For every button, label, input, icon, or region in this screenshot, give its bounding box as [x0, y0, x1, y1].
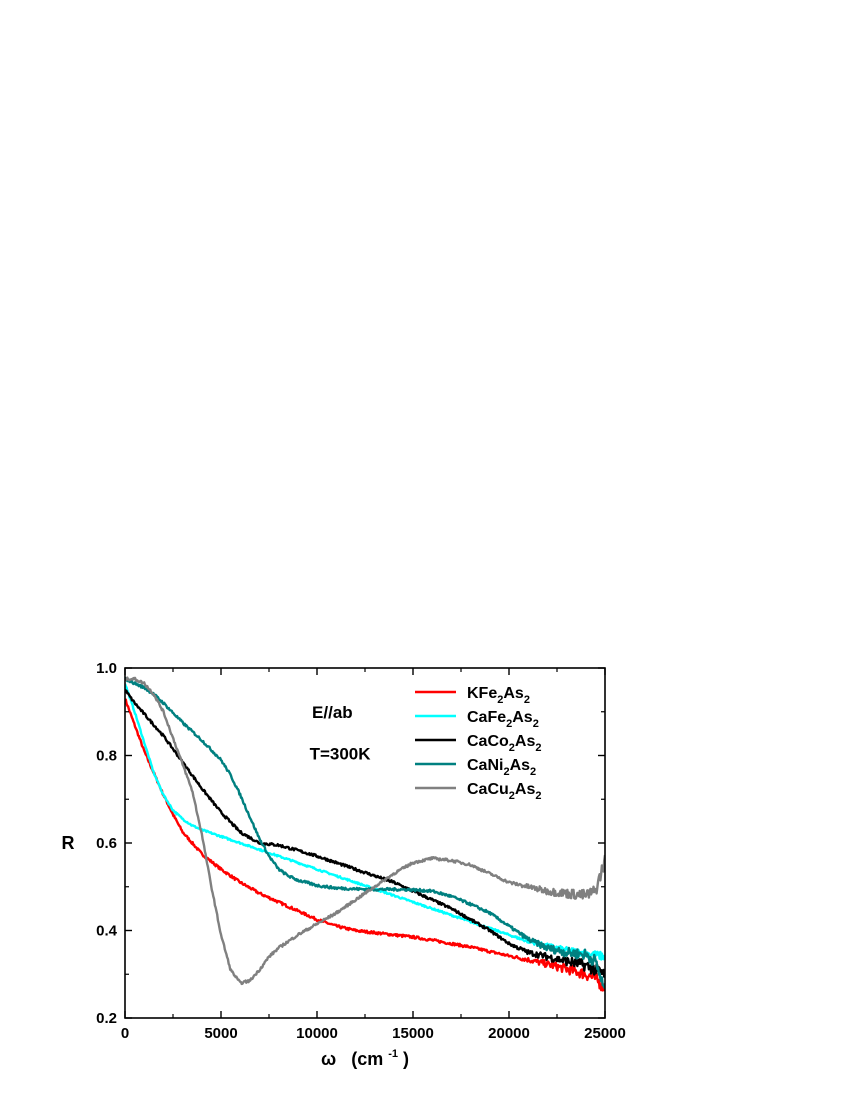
legend-label: CaNi2As2 — [467, 757, 536, 778]
y-tick-label: 1.0 — [96, 660, 117, 677]
legend-label: CaCo2As2 — [467, 733, 541, 754]
x-tick-label: 20000 — [488, 1025, 530, 1042]
x-axis-unit-exponent: -1 — [388, 1048, 398, 1060]
legend: KFe2As2 CaFe2As2 CaCo2As2 CaNi2As2 CaCu2As2 — [415, 685, 541, 802]
legend-label: CaFe2As2 — [467, 709, 539, 730]
x-tick-label: 5000 — [204, 1025, 237, 1042]
x-axis-symbol: ω — [321, 1049, 336, 1069]
annotation-polarization: E//ab — [312, 703, 353, 722]
y-tick-label: 0.2 — [96, 1010, 117, 1027]
y-tick-label: 0.6 — [96, 835, 117, 852]
series-line-caco2as2 — [125, 688, 605, 978]
x-tick-label: 15000 — [392, 1025, 434, 1042]
y-axis-title: R — [62, 833, 75, 853]
axis-ticks — [124, 667, 606, 1019]
series-line-cani2as2 — [125, 677, 605, 989]
series-line-cafe2as2 — [125, 683, 605, 961]
annotation-temperature: T=300K — [310, 744, 372, 763]
legend-label: KFe2As2 — [467, 685, 530, 706]
legend-label: CaCu2As2 — [467, 781, 541, 802]
x-axis-title: ω (cm -1 ) — [321, 1041, 409, 1069]
x-tick-label: 10000 — [296, 1025, 338, 1042]
x-tick-label: 25000 — [584, 1025, 626, 1042]
x-tick-label: 0 — [121, 1025, 129, 1042]
series-line-cacu2as2 — [125, 676, 605, 986]
y-tick-label: 0.4 — [96, 923, 118, 940]
tick-labels: 0 5000 10000 15000 20000 25000 0.2 0.4 0.6 0.8 1.0 — [96, 660, 626, 1042]
x-axis-unit-suffix: ) — [403, 1049, 409, 1069]
y-tick-label: 0.8 — [96, 748, 117, 765]
series-layer — [125, 676, 605, 992]
x-axis-unit-prefix: (cm — [351, 1049, 383, 1069]
